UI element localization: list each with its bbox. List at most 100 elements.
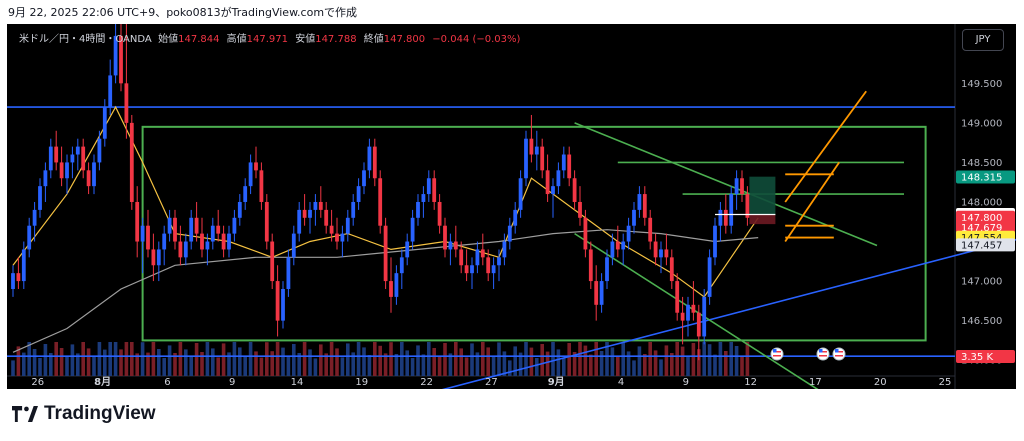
candle-body bbox=[416, 201, 420, 218]
volume-bar bbox=[373, 342, 377, 376]
candle-body bbox=[405, 241, 410, 258]
volume-bar bbox=[157, 349, 161, 376]
volume-bar bbox=[243, 356, 247, 376]
volume-bar bbox=[275, 342, 280, 376]
candle-body bbox=[21, 249, 26, 282]
candle-body bbox=[38, 186, 42, 210]
candle-body bbox=[259, 170, 264, 202]
volume-bar bbox=[626, 351, 631, 376]
symbol-info: 米ドル／円・4時間・OANDA 始値147.844 高値147.971 安値14… bbox=[19, 30, 524, 45]
volume-bar bbox=[470, 343, 474, 376]
open-value: 147.844 bbox=[178, 34, 220, 45]
event-flag-icon bbox=[770, 347, 784, 361]
candle-body bbox=[264, 201, 269, 242]
price-label: 148.315 bbox=[961, 173, 1002, 184]
volume-bar bbox=[205, 342, 210, 376]
volume-bar bbox=[346, 343, 350, 376]
price-tick-label: 148.500 bbox=[961, 158, 1002, 169]
candle-body bbox=[43, 170, 48, 187]
low-label: 安値 bbox=[295, 34, 316, 45]
volume-bar bbox=[54, 342, 58, 376]
event-flag-icon bbox=[816, 347, 830, 361]
tradingview-logo[interactable]: TradingView bbox=[12, 402, 156, 426]
candle-body bbox=[16, 273, 21, 282]
chart-frame[interactable]: 150.000149.500149.000148.500148.000147.5… bbox=[7, 24, 1016, 389]
volume-bar bbox=[38, 358, 42, 376]
time-tick-label: 8月 bbox=[94, 376, 111, 388]
event-flag-stripe bbox=[819, 351, 827, 353]
event-flag-stripe bbox=[773, 351, 781, 353]
volume-bar bbox=[130, 342, 134, 376]
candle-body bbox=[313, 201, 318, 210]
volume-bar bbox=[540, 344, 544, 376]
volume-bar bbox=[189, 357, 193, 376]
candle-body bbox=[594, 281, 599, 305]
volume-bar bbox=[594, 342, 598, 376]
price-label-bg bbox=[956, 170, 1015, 184]
candle-body bbox=[135, 201, 140, 242]
candle-body bbox=[545, 170, 550, 195]
candle-body bbox=[194, 217, 199, 234]
candle-body bbox=[453, 241, 458, 250]
time-tick-label: 9 bbox=[229, 377, 235, 388]
time-tick-label: 20 bbox=[874, 377, 887, 388]
volume-bar bbox=[103, 349, 107, 376]
candle-body bbox=[48, 146, 53, 171]
volume-bar bbox=[227, 352, 231, 376]
volume-bar bbox=[194, 343, 199, 376]
volume-bar bbox=[238, 347, 242, 376]
volume-bar bbox=[680, 346, 685, 376]
volume-bar bbox=[367, 355, 372, 376]
candle-body bbox=[637, 194, 642, 210]
volume-bar bbox=[745, 342, 750, 376]
candle-body bbox=[156, 249, 161, 266]
candle-body bbox=[162, 233, 167, 250]
candle-body bbox=[297, 209, 302, 234]
volume-bar bbox=[610, 347, 615, 376]
chart-caption: 9月 22, 2025 22:06 UTC+9、poko0813がTrading… bbox=[8, 6, 358, 19]
candle-body bbox=[151, 249, 156, 266]
candle-body bbox=[351, 201, 356, 218]
volume-bar bbox=[254, 351, 258, 376]
candle-body bbox=[475, 249, 480, 266]
volume-bar bbox=[286, 356, 291, 376]
volume-bar bbox=[529, 347, 534, 376]
volume-bar bbox=[702, 342, 706, 376]
volume-bar bbox=[389, 342, 393, 376]
volume-bar bbox=[124, 342, 129, 376]
time-tick-label: 14 bbox=[291, 377, 304, 388]
candle-body bbox=[605, 257, 609, 282]
volume-bar bbox=[464, 357, 469, 376]
volume-bar bbox=[405, 350, 409, 376]
price-tick-label: 149.000 bbox=[961, 118, 1002, 129]
volume-bar bbox=[113, 342, 118, 376]
high-value: 147.971 bbox=[246, 34, 289, 45]
candle-body bbox=[669, 257, 674, 282]
price-chart[interactable]: 150.000149.500149.000148.500148.000147.5… bbox=[7, 24, 1016, 389]
brand-name: TradingView bbox=[44, 403, 156, 424]
volume-bar bbox=[378, 345, 382, 376]
time-tick-label: 9 bbox=[683, 377, 689, 388]
currency-button[interactable]: JPY bbox=[962, 29, 1004, 51]
event-flag-circle bbox=[816, 347, 830, 361]
candle-body bbox=[518, 178, 523, 210]
candle-body bbox=[335, 233, 339, 242]
candle-body bbox=[302, 209, 307, 218]
candle-body bbox=[448, 241, 453, 250]
volume-bar bbox=[535, 358, 539, 376]
volume-bar bbox=[454, 342, 458, 376]
price-tick-label: 147.000 bbox=[961, 277, 1002, 288]
volume-bar bbox=[551, 342, 555, 376]
volume-bar bbox=[16, 346, 21, 376]
candle-body bbox=[281, 288, 285, 321]
volume-bar bbox=[556, 349, 561, 376]
candle-body bbox=[340, 233, 345, 242]
candle-body bbox=[459, 249, 464, 266]
candle-body bbox=[497, 257, 501, 266]
time-tick-label: 9月 bbox=[548, 376, 565, 388]
candle-body bbox=[653, 241, 658, 258]
candle-body bbox=[578, 201, 582, 218]
volume-bar bbox=[178, 342, 183, 376]
candle-body bbox=[486, 257, 491, 274]
candle-body bbox=[426, 178, 431, 195]
